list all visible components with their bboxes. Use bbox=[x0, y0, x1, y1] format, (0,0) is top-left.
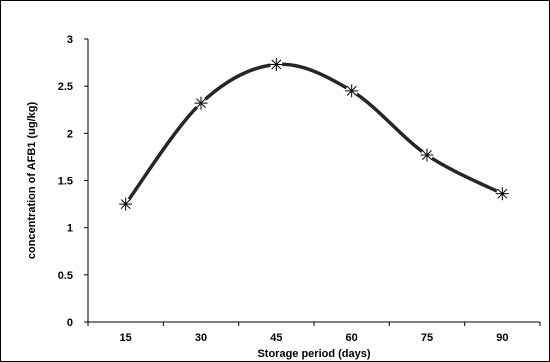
x-tick-label: 45 bbox=[270, 332, 282, 344]
y-axis-title: concentration of AFB1 (ug/kg) bbox=[26, 102, 38, 260]
data-point-marker bbox=[345, 84, 359, 98]
x-ticks: 15 30 45 60 75 90 bbox=[87, 322, 541, 344]
y-tick-label: 0 bbox=[67, 317, 73, 329]
y-tick-label: 2.5 bbox=[58, 81, 73, 93]
y-ticks: 0 0.5 1 1.5 2 2.5 3 bbox=[58, 34, 88, 329]
data-point-marker bbox=[495, 187, 509, 201]
data-point-marker bbox=[269, 57, 283, 71]
y-tick-label: 1 bbox=[67, 223, 73, 235]
x-tick-label: 15 bbox=[120, 332, 132, 344]
y-tick-label: 1.5 bbox=[58, 176, 73, 188]
x-axis-title: Storage period (days) bbox=[257, 348, 370, 360]
x-tick-label: 75 bbox=[421, 332, 433, 344]
x-tick-label: 30 bbox=[195, 332, 207, 344]
data-point-marker bbox=[420, 148, 434, 162]
y-tick-label: 2 bbox=[67, 128, 73, 140]
y-tick-label: 0.5 bbox=[58, 270, 73, 282]
y-tick-label: 3 bbox=[67, 34, 73, 46]
x-tick-label: 90 bbox=[496, 332, 508, 344]
data-markers bbox=[119, 57, 509, 211]
data-point-marker bbox=[119, 197, 133, 211]
x-tick-label: 60 bbox=[346, 332, 358, 344]
data-point-marker bbox=[194, 96, 208, 110]
